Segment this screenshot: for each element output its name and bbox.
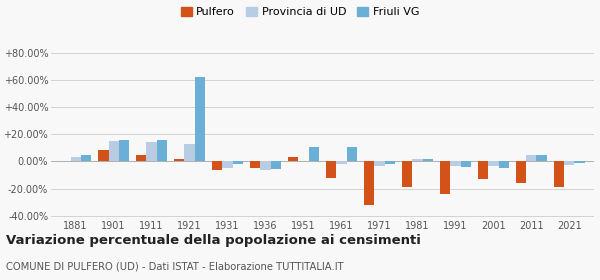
Legend: Pulfero, Provincia di UD, Friuli VG: Pulfero, Provincia di UD, Friuli VG [181,7,419,17]
Bar [526,155,536,162]
Bar [337,162,347,164]
Bar [478,162,488,179]
Bar [450,162,461,166]
Bar [536,155,547,162]
Bar [109,141,119,162]
Bar [440,162,450,194]
Bar [499,162,509,168]
Bar [308,147,319,162]
Bar [374,162,385,166]
Bar [574,162,584,163]
Bar [157,140,167,162]
Text: Variazione percentuale della popolazione ai censimenti: Variazione percentuale della popolazione… [6,234,421,247]
Bar [174,159,184,162]
Bar [233,162,243,164]
Bar [223,162,233,168]
Bar [402,162,412,187]
Text: COMUNE DI PULFERO (UD) - Dati ISTAT - Elaborazione TUTTITALIA.IT: COMUNE DI PULFERO (UD) - Dati ISTAT - El… [6,262,344,272]
Bar [212,162,223,170]
Bar [250,162,260,168]
Bar [71,157,81,162]
Bar [98,150,109,162]
Bar [146,142,157,162]
Bar [516,162,526,183]
Bar [347,147,357,162]
Bar [488,162,499,165]
Bar [364,162,374,205]
Bar [195,78,205,162]
Bar [412,160,422,162]
Bar [119,140,129,162]
Bar [554,162,564,187]
Bar [288,157,298,162]
Bar [81,155,91,162]
Bar [422,159,433,162]
Bar [136,155,146,162]
Bar [326,162,337,178]
Bar [184,144,195,162]
Bar [564,162,574,165]
Bar [260,162,271,170]
Bar [385,162,395,164]
Bar [271,162,281,169]
Bar [461,162,471,167]
